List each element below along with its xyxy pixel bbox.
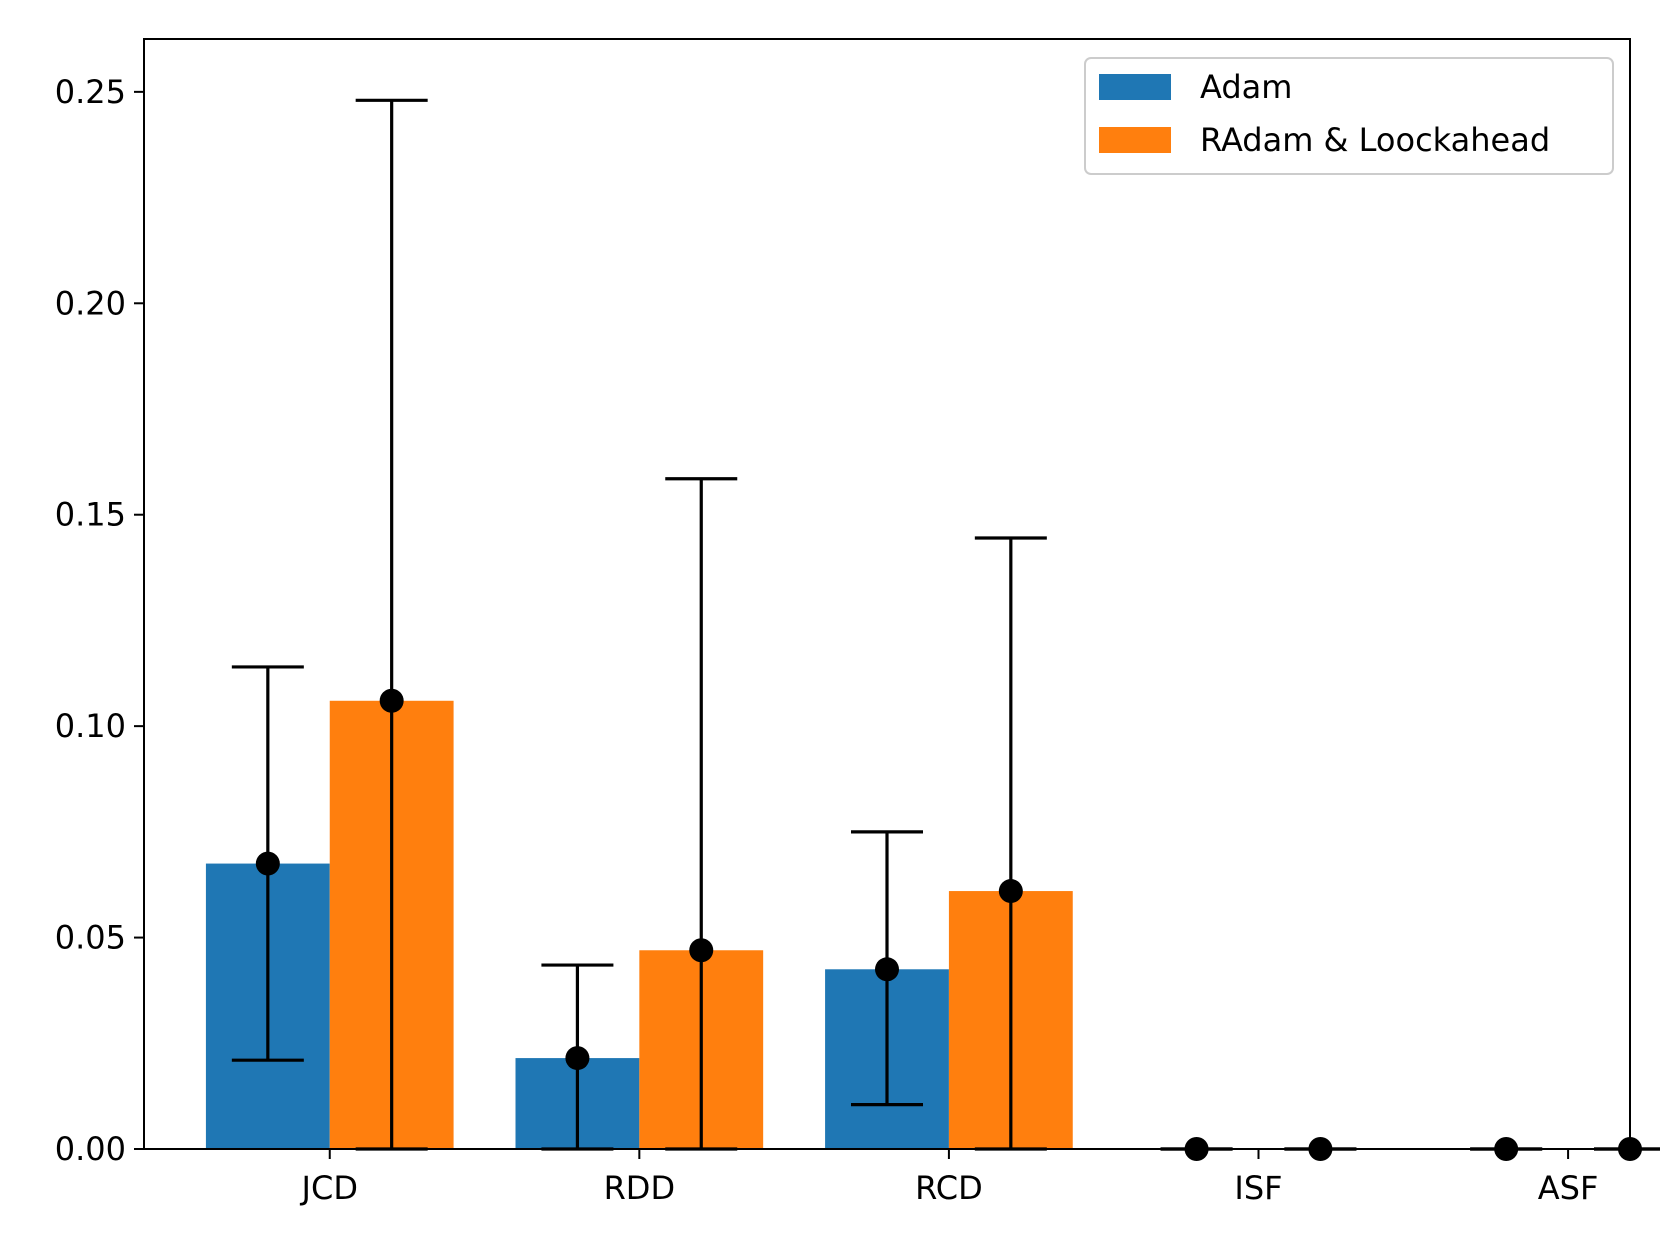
mean-point — [565, 1046, 590, 1071]
x-tick-label: JCD — [300, 1169, 358, 1207]
x-tick-label: ASF — [1538, 1169, 1599, 1207]
x-tick-label: RCD — [915, 1169, 983, 1207]
mean-point — [998, 879, 1023, 904]
legend-swatch — [1099, 127, 1171, 153]
y-tick-label: 0.05 — [55, 919, 126, 957]
y-tick-label: 0.15 — [55, 496, 126, 534]
mean-point — [379, 688, 404, 713]
x-tick-label: RDD — [604, 1169, 676, 1207]
legend-swatch — [1099, 74, 1171, 100]
legend-box — [1084, 57, 1614, 175]
y-tick-label: 0.00 — [55, 1130, 126, 1168]
y-tick-label: 0.25 — [55, 73, 126, 111]
y-tick-label: 0.20 — [55, 284, 126, 322]
mean-point — [689, 938, 714, 963]
mean-point — [255, 851, 280, 876]
legend: Adam RAdam & Loockahead — [1084, 57, 1614, 175]
plot-frame — [143, 38, 1631, 1150]
mean-point — [875, 957, 899, 982]
x-tick-label: ISF — [1234, 1169, 1282, 1207]
y-tick-label: 0.10 — [55, 707, 126, 745]
legend-label: Adam — [1200, 68, 1292, 106]
legend-label: RAdam & Loockahead — [1200, 121, 1550, 159]
